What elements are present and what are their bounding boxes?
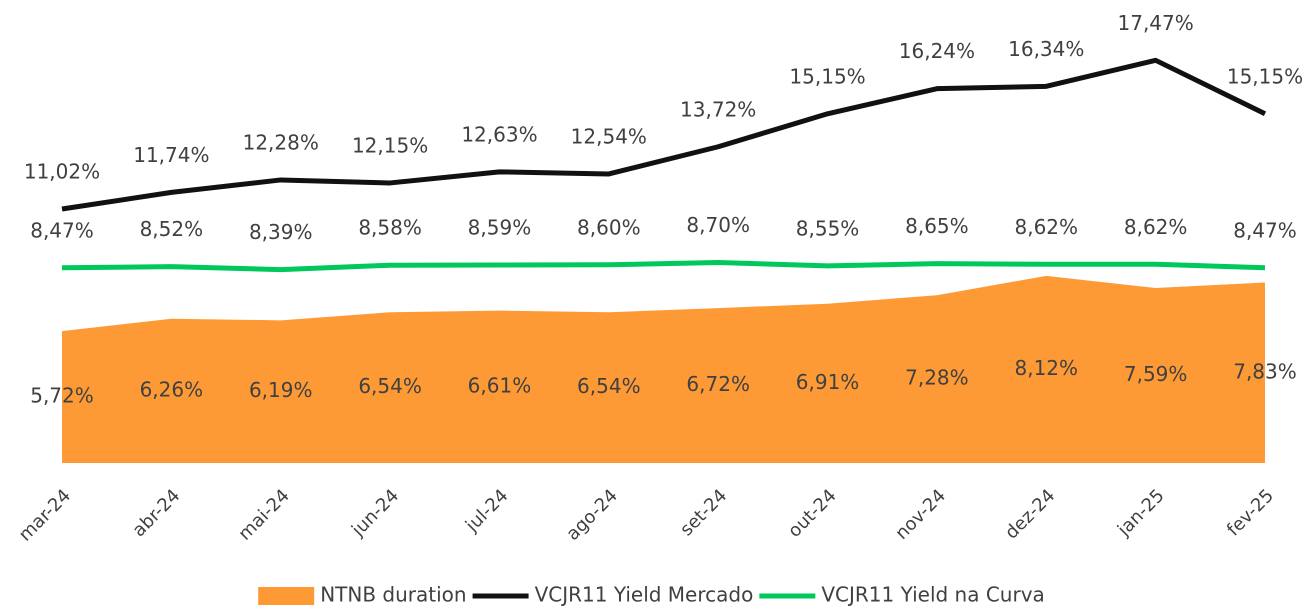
legend-label: VCJR11 Yield na Curva — [821, 583, 1044, 607]
value-label: 6,54% — [358, 374, 422, 398]
line — [61, 57, 1267, 212]
value-label: 8,65% — [905, 214, 969, 238]
value-label: 6,91% — [796, 370, 860, 394]
value-label: 8,58% — [358, 216, 422, 240]
value-label: 8,62% — [1014, 215, 1078, 239]
legend-swatch — [258, 587, 315, 605]
x-tick-label: set-24 — [676, 485, 731, 540]
value-label: 11,02% — [24, 159, 100, 183]
value-label: 16,24% — [899, 39, 975, 63]
value-label: 8,12% — [1014, 356, 1078, 380]
x-tick-label: dez-24 — [1001, 485, 1059, 543]
legend-label: NTNB duration — [320, 583, 466, 607]
value-label: 6,26% — [140, 377, 204, 401]
value-label: 12,54% — [571, 124, 647, 148]
value-label: 8,52% — [140, 217, 204, 241]
x-tick-label: ago-24 — [562, 485, 622, 545]
x-tick-label: jan-25 — [1113, 485, 1169, 541]
value-label: 6,61% — [468, 373, 532, 397]
value-label: 12,63% — [461, 122, 537, 146]
value-label: 5,72% — [30, 384, 94, 408]
x-tick-label: abr-24 — [128, 485, 184, 541]
value-label: 16,34% — [1008, 37, 1084, 61]
x-tick-label: fev-25 — [1223, 485, 1278, 540]
x-tick-label: out-24 — [784, 485, 840, 541]
value-label: 15,15% — [789, 64, 865, 88]
value-label: 7,83% — [1233, 359, 1297, 383]
value-label: 8,47% — [1233, 218, 1297, 242]
value-label: 6,72% — [686, 372, 750, 396]
value-label: 7,28% — [905, 366, 969, 390]
legend-label: VCJR11 Yield Mercado — [535, 583, 754, 607]
x-tick-label: mar-24 — [15, 485, 75, 545]
value-label: 6,19% — [249, 378, 313, 402]
x-tick-label: jun-24 — [347, 485, 403, 541]
line — [61, 259, 1266, 273]
value-label: 8,70% — [686, 213, 750, 237]
value-label: 7,59% — [1124, 362, 1188, 386]
value-label: 8,47% — [30, 218, 94, 242]
value-label: 17,47% — [1118, 11, 1194, 35]
x-tick-label: mai-24 — [234, 485, 293, 544]
x-tick-label: nov-24 — [891, 485, 950, 544]
area — [62, 275, 1265, 463]
value-label: 8,62% — [1124, 215, 1188, 239]
value-label: 12,28% — [243, 130, 319, 154]
value-label: 8,39% — [249, 220, 313, 244]
x-tick-label: jul-24 — [461, 485, 512, 536]
value-label: 15,15% — [1227, 64, 1303, 88]
value-label: 13,72% — [680, 97, 756, 121]
value-label: 8,55% — [796, 216, 860, 240]
value-label: 11,74% — [133, 143, 209, 167]
value-label: 12,15% — [352, 133, 428, 157]
value-label: 6,54% — [577, 374, 641, 398]
value-label: 8,59% — [468, 216, 532, 240]
value-label: 8,60% — [577, 215, 641, 239]
